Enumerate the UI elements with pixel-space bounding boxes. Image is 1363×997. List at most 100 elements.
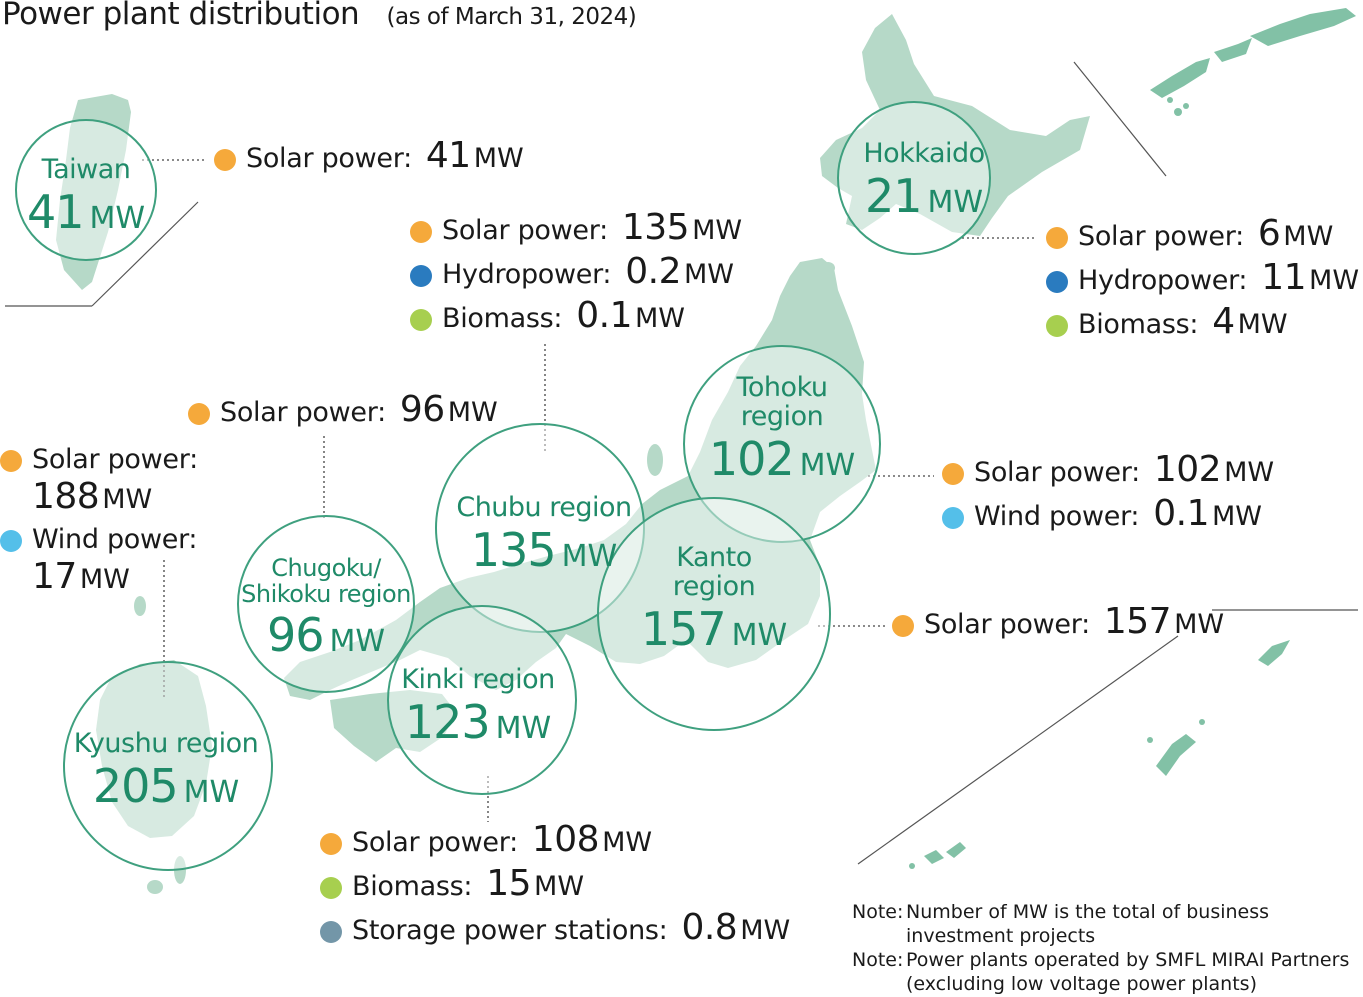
- kyushu-circle: [63, 661, 273, 871]
- region-unit: MW: [561, 539, 618, 574]
- breakdown-chubu-solar: Solar power: 135 MW: [410, 210, 742, 246]
- energy-label: Solar power:: [32, 444, 198, 475]
- energy-label: Storage power stations:: [352, 915, 668, 946]
- energy-value: 17: [32, 555, 77, 597]
- energy-unit: MW: [1224, 457, 1275, 488]
- region-total: 123: [404, 695, 491, 749]
- energy-label: Wind power:: [32, 524, 198, 555]
- energy-unit: MW: [102, 483, 153, 515]
- solar-dot-icon: [320, 832, 342, 855]
- energy-unit: MW: [1174, 609, 1225, 640]
- storage-dot-icon: [320, 920, 342, 943]
- footnote-text: Power plants operated by SMFL MIRAI Part…: [906, 949, 1350, 995]
- energy-label: Solar power:: [974, 457, 1140, 488]
- region-name: Kinki region: [401, 664, 555, 695]
- biomass-dot-icon: [1046, 314, 1068, 337]
- region-total: 157: [640, 602, 727, 656]
- energy-unit: MW: [740, 915, 791, 946]
- region-unit: MW: [329, 624, 386, 659]
- tohoku-circle: [683, 345, 881, 543]
- region-label-kinki: Kinki region 123 MW: [401, 664, 555, 746]
- region-name-line2: Shikoku region: [241, 580, 411, 608]
- breakdown-kanto-solar: Solar power: 157 MW: [892, 604, 1224, 640]
- energy-label: Wind power:: [974, 501, 1140, 532]
- energy-unit: MW: [1211, 501, 1262, 532]
- energy-value: 6: [1257, 213, 1281, 254]
- footnote: Note: Number of MW is the total of busin…: [852, 900, 1361, 948]
- region-total: 205: [92, 759, 179, 813]
- region-label-chubu: Chubu region 135 MW: [456, 492, 632, 574]
- region-name: Kyushu region: [73, 728, 259, 759]
- solar-dot-icon: [892, 614, 914, 637]
- energy-value: 15: [486, 863, 532, 904]
- breakdown-hokkaido-biomass: Biomass: 4 MW: [1046, 304, 1288, 340]
- solar-dot-icon: [1046, 226, 1068, 249]
- chubu-circle: [435, 423, 645, 633]
- energy-unit: MW: [602, 827, 653, 858]
- energy-value: 0.1: [576, 295, 632, 336]
- breakdown-kyushu-solar: Solar power: 188 MW: [0, 446, 198, 515]
- hydro-dot-icon: [410, 264, 432, 287]
- energy-unit: MW: [635, 303, 685, 334]
- breakdown-tohoku-solar: Solar power: 102 MW: [942, 452, 1274, 488]
- title-date: (as of March 31, 2024): [386, 4, 637, 30]
- title-text: Power plant distribution: [2, 0, 360, 32]
- energy-label: Solar power:: [924, 609, 1090, 640]
- footnote-prefix: Note:: [852, 949, 904, 971]
- solar-dot-icon: [214, 148, 236, 171]
- footnotes: Note: Number of MW is the total of busin…: [852, 900, 1361, 996]
- footnote-prefix: Note:: [852, 901, 904, 923]
- energy-value: 11: [1261, 257, 1307, 298]
- region-name: Hokkaido: [863, 138, 985, 169]
- wind-dot-icon: [942, 506, 964, 529]
- solar-dot-icon: [188, 402, 210, 425]
- region-name-line2: region: [740, 401, 824, 432]
- region-unit: MW: [495, 711, 552, 746]
- energy-label: Solar power:: [442, 215, 608, 246]
- biomass-dot-icon: [320, 876, 342, 899]
- region-label-hokkaido: Hokkaido 21 MW: [863, 138, 985, 219]
- region-total: 41: [26, 185, 85, 239]
- breakdown-kinki-biomass: Biomass: 15 MW: [320, 866, 584, 902]
- hokkaido-circle: [837, 101, 991, 255]
- energy-value: 4: [1212, 301, 1235, 342]
- energy-unit: MW: [534, 871, 585, 902]
- breakdown-taiwan-solar: Solar power: 41 MW: [214, 138, 524, 174]
- wind-dot-icon: [0, 529, 22, 552]
- region-name: Taiwan: [41, 154, 131, 185]
- breakdown-kinki-solar: Solar power: 108 MW: [320, 822, 652, 858]
- energy-value: 96: [399, 389, 445, 430]
- kanto-circle: [597, 497, 831, 731]
- breakdown-hokkaido-hydro: Hydropower: 11 MW: [1046, 260, 1359, 296]
- chugoku-circle: [237, 515, 415, 693]
- energy-unit: MW: [1309, 265, 1360, 296]
- breakdown-kyushu-wind: Wind power: 17 MW: [0, 524, 198, 597]
- solar-dot-icon: [410, 220, 432, 243]
- region-label-chugoku-shikoku: Chugoku/ Shikoku region 96 MW: [241, 556, 411, 658]
- breakdown-chugoku-solar: Solar power: 96 MW: [188, 392, 498, 428]
- taiwan-island: [56, 94, 131, 290]
- energy-label: Hydropower:: [1078, 265, 1248, 296]
- energy-value: 41: [425, 135, 471, 176]
- honshu-island: [284, 258, 876, 700]
- energy-value: 0.8: [681, 907, 738, 948]
- energy-value: 157: [1103, 601, 1172, 642]
- energy-value: 0.1: [1153, 493, 1209, 534]
- solar-dot-icon: [942, 462, 964, 485]
- region-name: Tohoku: [736, 372, 828, 403]
- energy-label: Solar power:: [352, 827, 518, 858]
- energy-label: Hydropower:: [442, 259, 612, 290]
- energy-value: 0.2: [625, 251, 681, 292]
- hydro-dot-icon: [1046, 270, 1068, 293]
- breakdown-tohoku-wind: Wind power: 0.1 MW: [942, 496, 1262, 532]
- region-name: Chugoku/: [271, 554, 381, 582]
- kinki-circle: [387, 605, 577, 795]
- region-name: Chubu region: [456, 492, 632, 523]
- energy-value: 188: [32, 475, 100, 517]
- footnote-text: Number of MW is the total of business in…: [906, 901, 1270, 947]
- energy-unit: MW: [79, 563, 130, 595]
- kyushu-island: [96, 660, 212, 838]
- energy-value: 108: [531, 819, 600, 860]
- region-unit: MW: [183, 775, 240, 810]
